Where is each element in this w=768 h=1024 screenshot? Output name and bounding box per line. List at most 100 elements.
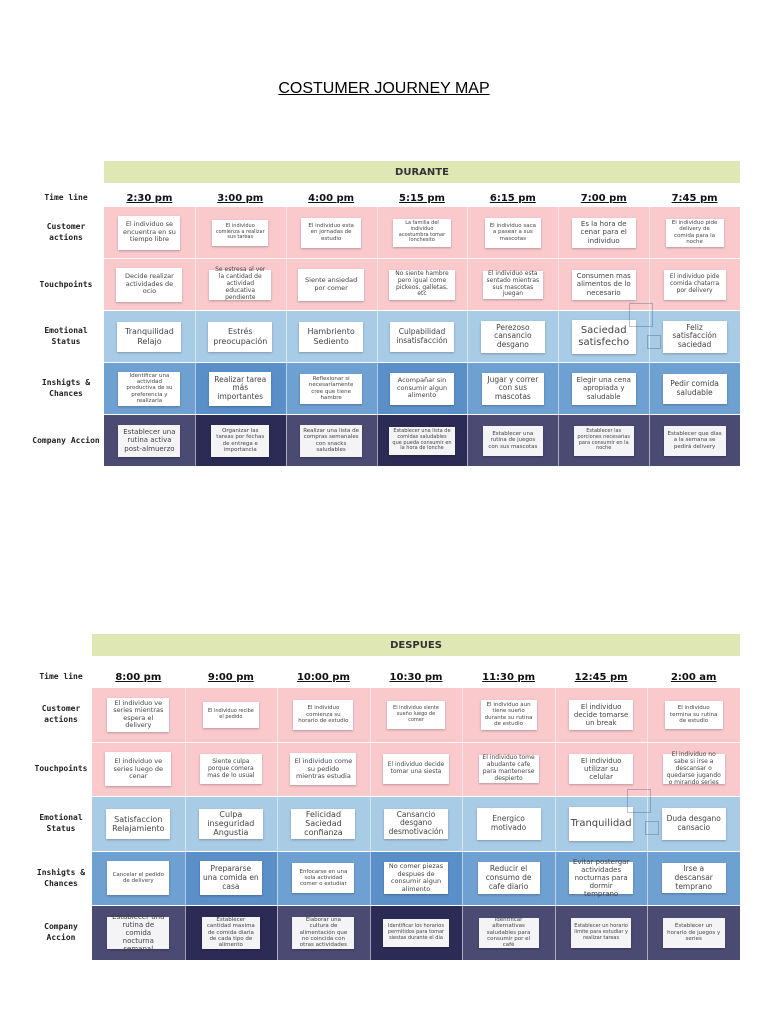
- sticky-note: Establecer cantidad maxima de comida dia…: [201, 916, 260, 949]
- sticky-note: Elegir una cena apropiada y saludable: [571, 372, 636, 405]
- row-label: Company Accion: [44, 922, 78, 943]
- sticky-note: Culpa inseguridad Angustia: [198, 808, 263, 839]
- stage-cell: Cansancio desgano desmotivación: [370, 797, 463, 851]
- stage-cell: Identificar una actividad productiva de …: [104, 363, 195, 414]
- sticky-note: Energico motivado: [476, 807, 541, 840]
- column-separator: [285, 311, 287, 362]
- sticky-note: El individuo se encuentra en su tiempo l…: [118, 215, 181, 250]
- row-label: Customer actions: [46, 222, 86, 242]
- column-separator: [558, 363, 560, 414]
- column-separator: [558, 207, 560, 258]
- stage-cell: Establecer una rutina de comida nocturna…: [92, 906, 185, 960]
- stage-cell: Realizar tarea más importantes: [194, 363, 286, 414]
- stage-cell: Siente culpa porque comera mas de lo usu…: [185, 743, 278, 797]
- column-separator: [467, 415, 469, 466]
- sticky-note: Reflexionar si necesariamente cree que t…: [300, 373, 363, 404]
- column-separator: [554, 742, 556, 796]
- sticky-note: El individuo pide delivery de comida par…: [665, 218, 724, 247]
- stage-cell: El individuo come su pedido mientras est…: [277, 743, 370, 797]
- sticky-note: Consumen mas alimentos de lo necesario: [571, 269, 636, 300]
- sticky-note: El individuo decide tomar una siesta: [382, 754, 449, 785]
- sticky-note: Cancelar el pedido de delivery: [107, 861, 170, 896]
- sticky-note: Hambriento Sediento: [299, 321, 364, 352]
- sticky-note: No comer piezas despues de consumir algu…: [383, 862, 448, 895]
- sticky-note: El individuo recibe el pedido: [202, 701, 259, 728]
- stage-cell: El individuo ve series mientras espera e…: [92, 688, 185, 742]
- sticky-note: Enfocarse en una sola actividad comer o …: [292, 863, 355, 894]
- column-separator: [369, 742, 371, 796]
- sticky-note: Tranquilidad: [569, 806, 634, 841]
- column-separator: [558, 259, 560, 310]
- column-separator: [194, 363, 196, 414]
- sticky-note: Establecer un horario de juegos y series: [662, 917, 725, 948]
- sticky-note: El individuo saca a pasear a sus mascota…: [484, 217, 541, 248]
- stage-cell: Realizar una lista de compras semanales …: [286, 415, 377, 466]
- stage-row: El individuo ve series luego de cenar Sie…: [92, 742, 740, 797]
- stage-cell: Establecer una rutina de juegos con sus …: [467, 415, 558, 466]
- column-separator: [277, 906, 279, 960]
- stage-cell: Consumen mas alimentos de lo necesario: [558, 259, 649, 310]
- column-separator: [184, 797, 186, 851]
- stage-row: Decide realizar actividades de ocio Se es…: [104, 259, 740, 310]
- column-separator: [184, 742, 186, 796]
- sticky-note: Establecer una rutina de comida nocturna…: [107, 913, 170, 953]
- column-separator: [285, 363, 287, 414]
- stage-cell: Establecer las porciones necesarias para…: [558, 415, 649, 466]
- stage-row: Establecer una rutina de comida nocturna…: [92, 906, 740, 960]
- sticky-note: Establecer un horario limite para estudi…: [571, 917, 632, 948]
- row-label: Inshigts & Chances: [36, 867, 86, 888]
- sticky-note: Se estresa al ver la cantidad de activid…: [209, 266, 272, 301]
- sticky-note: Felicidad Saciedad confianza: [291, 808, 356, 839]
- sticky-note: El individuo termina su rutina de estudi…: [664, 700, 723, 729]
- sticky-note: El individuo pide comida chatarra por de…: [663, 269, 726, 300]
- time-marker: 3:00 pm: [217, 193, 264, 204]
- stage-cell: El individuo saca a pasear a sus mascota…: [467, 207, 558, 258]
- stage-cell: El individuo pide comida chatarra por de…: [649, 259, 740, 310]
- sticky-note: Identificar los horarios permitidos para…: [382, 918, 449, 947]
- sticky-note: Evitar postergar actividades nocturnas p…: [569, 858, 634, 898]
- decorative-square: [627, 789, 652, 813]
- stage-cell: Pedir comida saludable: [649, 363, 740, 414]
- column-separator: [462, 906, 464, 960]
- stage-row: Tranquilidad Relajo Estrés preocupación Ha…: [104, 311, 740, 362]
- sticky-note: El individuo tome abudante cafe para man…: [478, 755, 539, 784]
- sticky-note: Cansancio desgano desmotivación: [383, 808, 448, 839]
- sticky-note: Reducir el consumo de cafe diario: [477, 862, 540, 895]
- time-marker: 11:30 pm: [482, 672, 535, 683]
- sticky-note: El individuo no sabe si irse a descansar…: [662, 751, 725, 786]
- column-separator: [369, 906, 371, 960]
- stage-cell: El individuo tome abudante cafe para man…: [462, 743, 555, 797]
- stage-cell: Perezoso cansancio desgano: [467, 311, 558, 362]
- stage-cell: El individuo decide tomarse un break: [555, 688, 648, 742]
- stage-cell: Establecer un horario de juegos y series: [647, 906, 740, 960]
- sticky-note: El individuo ve series luego de cenar: [105, 752, 172, 787]
- sticky-note: Prepararse una comida en casa: [199, 861, 262, 896]
- time-marker: 2:30 pm: [126, 193, 173, 204]
- stage-row: Identificar una actividad productiva de …: [104, 363, 740, 414]
- stage-cell: Tranquilidad: [555, 797, 648, 851]
- sticky-note: El individuo esta sentado mientras sus m…: [482, 270, 543, 299]
- sticky-note: El individuo utilizar su celular: [569, 754, 634, 785]
- stage-cell: El individuo comienza a realizar sus tar…: [195, 207, 286, 258]
- stage-cell: El individuo pide delivery de comida par…: [649, 207, 740, 258]
- stage-row: Satisfaccion Relajamiento Culpa insegurid…: [92, 797, 740, 851]
- column-separator: [647, 688, 649, 742]
- sticky-note: Satisfaccion Relajamiento: [106, 808, 171, 839]
- time-marker: 9:00 pm: [207, 672, 254, 683]
- stage-cell: Se estresa al ver la cantidad de activid…: [195, 259, 286, 310]
- stage-cell: Identificar alternativas saludables para…: [462, 906, 555, 960]
- stage-cell: Prepararse una comida en casa: [184, 851, 278, 905]
- stage-cell: El individuo esta en jornadas de estudio: [286, 207, 377, 258]
- sticky-note: Realizar una lista de compras semanales …: [300, 424, 363, 457]
- sticky-note: Establecer una rutina activa post-almuer…: [118, 424, 181, 457]
- column-separator: [649, 311, 651, 362]
- stage-cell: Establecer un horario limite para estudi…: [555, 906, 648, 960]
- stage-cell: Enfocarse en una sola actividad comer o …: [277, 852, 370, 906]
- stage-cell: Culpa inseguridad Angustia: [185, 797, 278, 851]
- stage-cell: El individuo comienza su horario de estu…: [277, 688, 370, 742]
- sticky-note: El individuo esta en jornadas de estudio: [301, 217, 362, 248]
- column-separator: [554, 851, 556, 905]
- stage-cell: El individuo decide tomar una siesta: [370, 743, 463, 797]
- stage-cell: El individuo termina su rutina de estudi…: [647, 688, 740, 742]
- sticky-note: El individuo aun tiene sueño durante su …: [480, 699, 537, 730]
